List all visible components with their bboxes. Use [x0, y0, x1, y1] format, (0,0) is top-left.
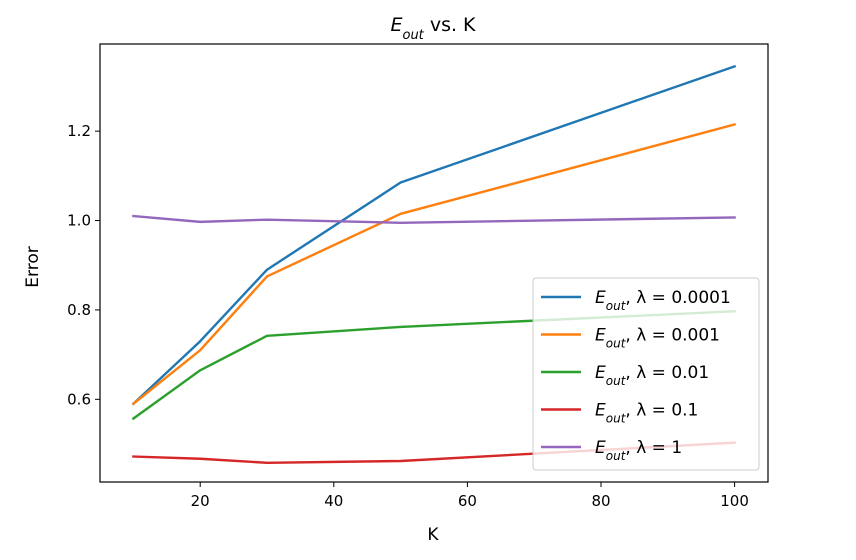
legend-label-symbol: E [595, 326, 606, 346]
x-tick-label: 60 [458, 492, 477, 510]
legend-label-subscript: out [606, 337, 627, 351]
legend-label-rest: , λ = 1 [625, 438, 682, 458]
x-tick-label: 80 [591, 492, 610, 510]
title-subscript: out [402, 28, 424, 43]
legend-label: Eout, λ = 0.01 [595, 363, 709, 388]
series-line-2 [131, 310, 736, 421]
y-tick-label: 1.0 [67, 212, 91, 230]
y-tick-label: 0.8 [67, 301, 91, 319]
series-line-1 [131, 122, 737, 406]
chart-title: Eout vs. K [390, 14, 476, 43]
legend-item: Eout, λ = 1 [541, 438, 682, 463]
y-axis-label: Error [23, 246, 43, 287]
legend-label-rest: , λ = 0.0001 [625, 288, 730, 308]
x-axis-label: K [427, 525, 439, 545]
y-axis-ticks: 0.6 0.8 1.0 1.2 [67, 122, 100, 408]
series-line-3 [132, 441, 736, 464]
legend-box [532, 277, 760, 471]
legend-label-symbol: E [595, 438, 606, 458]
legend-item: Eout, λ = 0.0001 [541, 288, 731, 313]
legend-label-subscript: out [606, 449, 627, 463]
x-tick-label: 20 [191, 492, 210, 510]
x-axis-ticks: 20 40 60 80 100 [191, 482, 749, 510]
x-tick-label: 100 [720, 492, 749, 510]
y-tick-label: 1.2 [67, 122, 91, 140]
legend-label: Eout, λ = 0.001 [595, 326, 720, 351]
legend-label-symbol: E [595, 401, 606, 421]
legend-label: Eout, λ = 0.0001 [595, 288, 731, 313]
series-lines-layer [131, 64, 737, 464]
legend-label-symbol: E [595, 288, 606, 308]
legend-item: Eout, λ = 0.001 [541, 326, 720, 351]
legend-item: Eout, λ = 0.1 [541, 401, 698, 426]
title-symbol: E [390, 14, 402, 36]
title-suffix: vs. K [424, 14, 476, 36]
legend-item: Eout, λ = 0.01 [541, 363, 709, 388]
legend-label: Eout, λ = 0.1 [595, 401, 698, 426]
legend-label-subscript: out [606, 299, 627, 313]
series-line-4 [132, 214, 736, 224]
legend-label-rest: , λ = 0.1 [625, 401, 698, 421]
legend-label-subscript: out [606, 412, 627, 426]
legend-label: Eout, λ = 1 [595, 438, 682, 463]
legend-label-subscript: out [606, 374, 627, 388]
y-tick-label: 0.6 [67, 390, 91, 408]
plot-area-frame [99, 43, 769, 483]
series-line-0 [131, 64, 737, 406]
legend-label-symbol: E [595, 363, 606, 383]
legend-label-rest: , λ = 0.01 [625, 363, 709, 383]
x-tick-label: 40 [324, 492, 343, 510]
legend-label-rest: , λ = 0.001 [625, 326, 720, 346]
